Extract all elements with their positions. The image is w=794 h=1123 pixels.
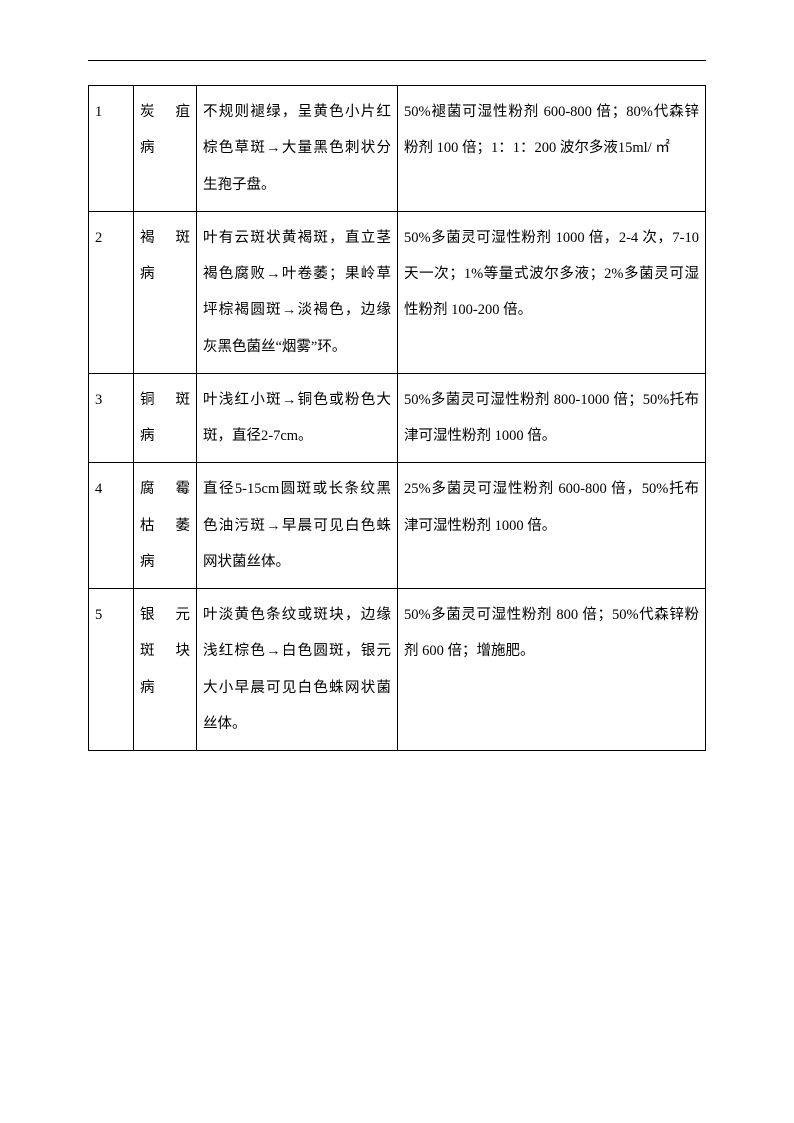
treatment-cell: 25%多菌灵可湿性粉剂 600-800 倍，50%托布津可湿性粉剂 1000 倍… xyxy=(398,463,706,589)
disease-name-line: 铜斑 xyxy=(140,382,190,418)
symptom-cell: 叶浅红小斑→铜色或粉色大斑，直径2-7cm。 xyxy=(197,373,398,463)
disease-table: 1炭疽病不规则褪绿，呈黄色小片红棕色草斑→大量黑色刺状分生孢子盘。50%褪菌可湿… xyxy=(88,85,706,751)
row-number: 2 xyxy=(89,211,134,373)
disease-name-line: 病 xyxy=(140,544,190,580)
table-row: 2褐斑病叶有云斑状黄褐斑，直立茎褐色腐败→叶卷萎；果岭草坪棕褐圆斑→淡褐色，边缘… xyxy=(89,211,706,373)
disease-name-line: 褐斑 xyxy=(140,220,190,256)
row-number: 4 xyxy=(89,463,134,589)
symptom-cell: 叶有云斑状黄褐斑，直立茎褐色腐败→叶卷萎；果岭草坪棕褐圆斑→淡褐色，边缘灰黑色菌… xyxy=(197,211,398,373)
disease-name-line: 病 xyxy=(140,256,190,292)
table-row: 5银元斑块病叶淡黄色条纹或斑块，边缘浅红棕色→白色圆斑，银元大小早晨可见白色蛛网… xyxy=(89,589,706,751)
disease-name-line: 病 xyxy=(140,418,190,454)
disease-name-line: 炭疽 xyxy=(140,94,190,130)
treatment-cell: 50%多菌灵可湿性粉剂 800-1000 倍；50%托布津可湿性粉剂 1000 … xyxy=(398,373,706,463)
row-number: 1 xyxy=(89,86,134,212)
disease-name: 褐斑病 xyxy=(134,211,197,373)
table-body: 1炭疽病不规则褪绿，呈黄色小片红棕色草斑→大量黑色刺状分生孢子盘。50%褪菌可湿… xyxy=(89,86,706,751)
disease-name-line: 病 xyxy=(140,670,190,706)
disease-name: 腐霉枯萎病 xyxy=(134,463,197,589)
disease-name-line: 腐霉 xyxy=(140,471,190,507)
symptom-cell: 不规则褪绿，呈黄色小片红棕色草斑→大量黑色刺状分生孢子盘。 xyxy=(197,86,398,212)
table-row: 3铜斑病叶浅红小斑→铜色或粉色大斑，直径2-7cm。50%多菌灵可湿性粉剂 80… xyxy=(89,373,706,463)
page-container: 1炭疽病不规则褪绿，呈黄色小片红棕色草斑→大量黑色刺状分生孢子盘。50%褪菌可湿… xyxy=(0,0,794,811)
symptom-cell: 直径5-15cm圆斑或长条纹黑色油污斑→早晨可见白色蛛网状菌丝体。 xyxy=(197,463,398,589)
disease-name: 银元斑块病 xyxy=(134,589,197,751)
disease-name-line: 银元 xyxy=(140,597,190,633)
treatment-cell: 50%多菌灵可湿性粉剂 800 倍；50%代森锌粉剂 600 倍；增施肥。 xyxy=(398,589,706,751)
disease-name-line: 枯萎 xyxy=(140,508,190,544)
treatment-cell: 50%褪菌可湿性粉剂 600-800 倍；80%代森锌粉剂 100 倍；1：1：… xyxy=(398,86,706,212)
row-number: 5 xyxy=(89,589,134,751)
table-row: 1炭疽病不规则褪绿，呈黄色小片红棕色草斑→大量黑色刺状分生孢子盘。50%褪菌可湿… xyxy=(89,86,706,212)
top-rule xyxy=(88,60,706,61)
disease-name-line: 病 xyxy=(140,130,190,166)
symptom-cell: 叶淡黄色条纹或斑块，边缘浅红棕色→白色圆斑，银元大小早晨可见白色蛛网状菌丝体。 xyxy=(197,589,398,751)
disease-name: 铜斑病 xyxy=(134,373,197,463)
row-number: 3 xyxy=(89,373,134,463)
table-row: 4腐霉枯萎病直径5-15cm圆斑或长条纹黑色油污斑→早晨可见白色蛛网状菌丝体。2… xyxy=(89,463,706,589)
treatment-cell: 50%多菌灵可湿性粉剂 1000 倍，2-4 次，7-10 天一次；1%等量式波… xyxy=(398,211,706,373)
disease-name: 炭疽病 xyxy=(134,86,197,212)
disease-name-line: 斑块 xyxy=(140,633,190,669)
